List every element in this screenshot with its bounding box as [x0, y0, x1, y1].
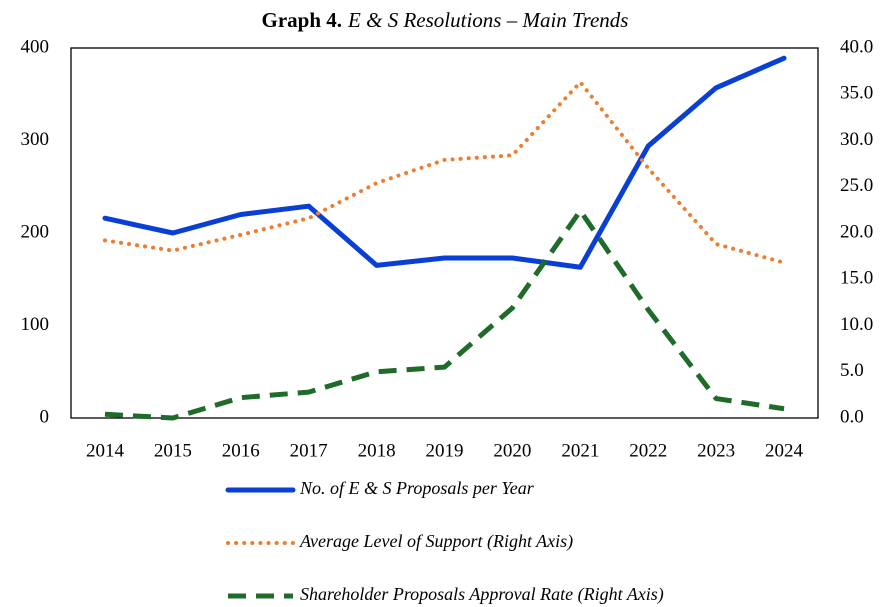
plot-frame [70, 47, 819, 419]
y2-tick-label: 15.0 [840, 268, 873, 289]
y-tick-label: 100 [21, 314, 50, 335]
legend-label: Shareholder Proposals Approval Rate (Rig… [300, 584, 664, 605]
x-tick-label: 2020 [493, 440, 531, 461]
series-line [104, 208, 785, 421]
y-tick-label: 0 [40, 406, 50, 427]
x-tick-label: 2022 [629, 440, 667, 461]
x-tick-label: 2017 [290, 440, 328, 461]
x-tick-label: 2024 [765, 440, 804, 461]
y2-tick-label: 35.0 [840, 83, 873, 104]
x-tick-label: 2018 [358, 440, 396, 461]
series-line [102, 80, 787, 265]
x-tick-label: 2021 [561, 440, 599, 461]
legend-label: Average Level of Support (Right Axis) [299, 531, 573, 552]
y2-tick-label: 25.0 [840, 175, 873, 196]
y-tick-label: 200 [21, 221, 50, 242]
y2-tick-label: 40.0 [840, 36, 873, 57]
y2-tick-label: 5.0 [840, 360, 864, 381]
y-tick-label: 400 [21, 36, 50, 57]
x-tick-label: 2014 [86, 440, 125, 461]
series-line [102, 55, 787, 270]
y2-tick-label: 30.0 [840, 129, 873, 150]
y2-tick-label: 0.0 [840, 406, 864, 427]
title-label: Graph 4. [262, 8, 343, 32]
chart-title: Graph 4. E & S Resolutions – Main Trends [262, 8, 629, 32]
title-text: E & S Resolutions – Main Trends [347, 8, 628, 32]
y2-tick-label: 10.0 [840, 314, 873, 335]
x-tick-label: 2023 [697, 440, 735, 461]
x-tick-label: 2015 [154, 440, 192, 461]
x-tick-label: 2016 [222, 440, 260, 461]
legend-label: No. of E & S Proposals per Year [299, 478, 535, 498]
y-tick-label: 300 [21, 129, 50, 150]
x-tick-label: 2019 [426, 440, 464, 461]
y2-tick-label: 20.0 [840, 221, 873, 242]
